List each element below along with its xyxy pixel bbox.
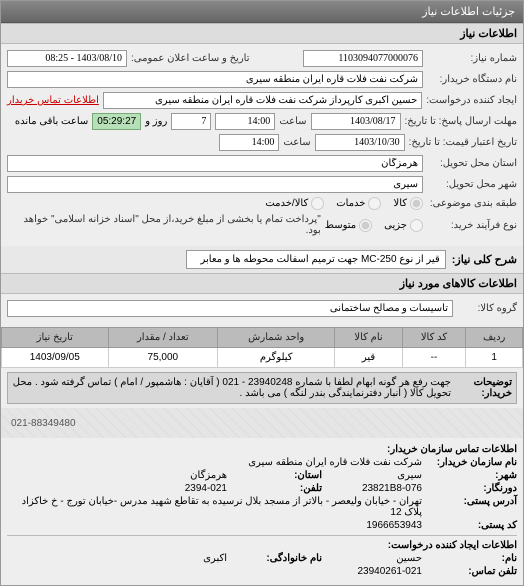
l-ostan: استان: <box>227 470 322 481</box>
sharh-row: شرح کلی نیاز: <box>1 246 523 273</box>
ijad-input[interactable] <box>103 92 422 109</box>
desc-label: توضیحات خریدار: <box>457 377 512 399</box>
shahr-label: شهر محل تحویل: <box>427 179 517 190</box>
group-input[interactable] <box>7 300 453 317</box>
subject-radio-group: کالا خدمات کالا/خدمت <box>265 197 423 210</box>
ostan-label: استان محل تحویل: <box>427 158 517 169</box>
etebar-date-input[interactable] <box>315 134 405 151</box>
elam-label: تاریخ و ساعت اعلان عمومی: <box>131 53 299 64</box>
elam-input[interactable] <box>7 50 127 67</box>
l-name: نام: <box>422 553 517 564</box>
cell-name: قیر <box>335 348 402 368</box>
v-post: 1966653943 <box>366 520 422 531</box>
mohlat-date-input[interactable] <box>311 113 401 130</box>
l-tel: تلفن: <box>227 483 322 494</box>
l-family: نام خانوادگی: <box>227 553 322 564</box>
v-dornegar: 23821B8-076 <box>322 483 422 494</box>
saat-label-2: ساعت <box>283 137 310 148</box>
v-family: اکبری <box>203 553 227 564</box>
sharh-label: شرح کلی نیاز: <box>452 253 517 266</box>
v-sazman: شرکت نفت فلات قاره ایران منطقه سیری <box>248 457 422 468</box>
radio-khadamat[interactable]: خدمات <box>336 197 381 210</box>
shomare-niaz-input[interactable] <box>303 50 423 67</box>
v-shahr: سیری <box>322 470 422 481</box>
l-teltamas: تلفن تماس: <box>422 566 517 577</box>
rooz-label: روز و <box>145 116 167 127</box>
sharh-input[interactable] <box>186 250 446 269</box>
separator <box>7 535 517 536</box>
v-tel: 2394-021 <box>185 483 227 494</box>
l-addr: آدرس پستی: <box>422 496 517 518</box>
watermark-bar: 021-88349480 <box>1 408 523 438</box>
cell-radif: 1 <box>466 348 523 368</box>
cell-tedad: 75,000 <box>108 348 217 368</box>
table-row[interactable]: 1 -- قیر کیلوگرم 75,000 1403/09/05 <box>2 348 523 368</box>
cell-vahed: کیلوگرم <box>218 348 335 368</box>
etebar-label: تاریخ اعتبار قیمت: تا تاریخ: <box>409 137 517 148</box>
contact-title2: اطلاعات ایجاد کننده درخواست: <box>357 540 517 551</box>
th-tedad: تعداد / مقدار <box>108 328 217 348</box>
th-name: نام کالا <box>335 328 402 348</box>
v-addr: تهران - خیابان ولیعصر - بالاتر از مسجد ب… <box>7 496 422 518</box>
contact-title: اطلاعات تماس سازمان خریدار: <box>387 444 517 455</box>
desc-text: جهت رفع هر گونه ابهام لطفا با شماره 2394… <box>12 377 451 399</box>
radio-kalakhadamat[interactable]: کالا/خدمت <box>265 197 324 210</box>
cell-code: -- <box>402 348 466 368</box>
bg-left: 021-88349480 <box>11 418 76 429</box>
saat-label-1: ساعت <box>279 116 306 127</box>
radio-jozi[interactable]: جزیی <box>384 219 423 232</box>
mohlat-time-input[interactable] <box>215 113 275 130</box>
payment-note: "پرداخت تمام یا بخشی از مبلغ خرید،از محل… <box>7 214 321 236</box>
th-vahed: واحد شمارش <box>218 328 335 348</box>
radio-kala[interactable]: کالا <box>393 197 423 210</box>
ostan-input[interactable] <box>7 155 423 172</box>
th-code: کد کالا <box>402 328 466 348</box>
section-info-title: اطلاعات نیاز <box>1 23 523 44</box>
dastgah-label: نام دستگاه خریدار: <box>427 74 517 85</box>
remain-time: 05:29:27 <box>92 113 141 130</box>
shahr-input[interactable] <box>7 176 423 193</box>
v-ostan: هرمزگان <box>190 470 227 481</box>
contact-section: اطلاعات تماس سازمان خریدار: نام سازمان خ… <box>1 438 523 585</box>
th-radif: ردیف <box>466 328 523 348</box>
v-teltamas: 23940261-021 <box>357 566 422 577</box>
cell-tarikh: 1403/09/05 <box>2 348 109 368</box>
l-dornegar: دورنگار: <box>422 483 517 494</box>
radio-motavaset[interactable]: متوسط <box>325 219 372 232</box>
details-panel: جزئیات اطلاعات نیاز اطلاعات نیاز شماره ن… <box>0 0 524 586</box>
kala-table: ردیف کد کالا نام کالا واحد شمارش تعداد /… <box>1 327 523 368</box>
dastgah-input[interactable] <box>7 71 423 88</box>
shomare-niaz-label: شماره نیاز: <box>427 53 517 64</box>
kala-section-title: اطلاعات کالاهای مورد نیاز <box>1 273 523 294</box>
v-name: حسین <box>322 553 422 564</box>
days-input[interactable] <box>171 113 211 130</box>
l-shahr: شهر: <box>422 470 517 481</box>
ijad-label: ایجاد کننده درخواست: <box>426 95 517 106</box>
l-post: کد پستی: <box>422 520 517 531</box>
etebar-time-input[interactable] <box>219 134 279 151</box>
tabaghe-label: طبقه بندی موضوعی: <box>427 198 517 209</box>
form-section: شماره نیاز: تاریخ و ساعت اعلان عمومی: نا… <box>1 44 523 246</box>
description-box: توضیحات خریدار: جهت رفع هر گونه ابهام لط… <box>7 372 517 404</box>
contact-link[interactable]: اطلاعات تماس خریدار <box>7 95 99 106</box>
mohlat-label: مهلت ارسال پاسخ: تا تاریخ: <box>405 116 517 127</box>
l-sazman: نام سازمان خریدار: <box>422 457 517 468</box>
th-tarikh: تاریخ نیاز <box>2 328 109 348</box>
panel-title: جزئیات اطلاعات نیاز <box>1 1 523 23</box>
mande-label: ساعت باقی مانده <box>15 116 88 127</box>
farayand-label: نوع فرآیند خرید: <box>427 220 517 231</box>
group-label: گروه کالا: <box>457 303 517 314</box>
process-radio-group: جزیی متوسط <box>325 219 423 232</box>
